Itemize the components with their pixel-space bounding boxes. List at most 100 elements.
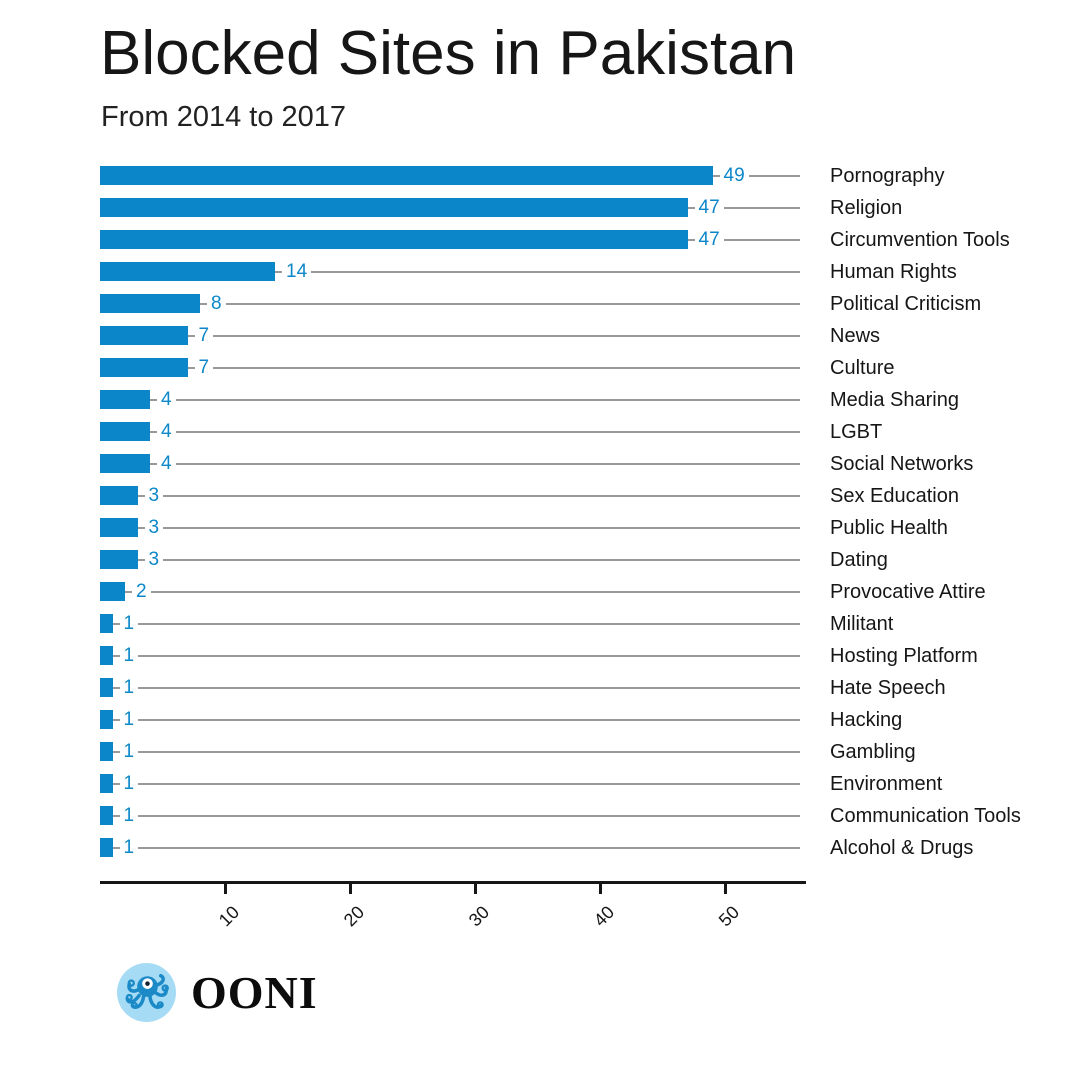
leader-line	[200, 303, 800, 305]
ooni-octopus-icon	[117, 963, 176, 1022]
bar-row: 1 Hate Speech	[100, 672, 1065, 704]
bar-row: 47 Religion	[100, 192, 1065, 224]
category-label: Social Networks	[830, 453, 974, 475]
leader-line	[112, 783, 800, 785]
x-axis-tick	[348, 884, 352, 894]
category-label: LGBT	[830, 421, 883, 443]
bar	[100, 198, 688, 217]
bar-row: 3 Sex Education	[100, 480, 1065, 512]
bar	[100, 358, 188, 377]
bar	[100, 262, 275, 281]
x-axis-tick-label: 30	[464, 902, 494, 931]
category-label: News	[830, 325, 881, 347]
leader-line	[112, 847, 800, 849]
leader-line	[112, 655, 800, 657]
category-label: Hacking	[830, 709, 903, 731]
bar-value: 1	[119, 804, 139, 828]
bar	[100, 582, 125, 601]
category-label: Political Criticism	[830, 293, 982, 315]
bar-value: 4	[157, 420, 176, 444]
bar	[100, 230, 688, 249]
category-label: Provocative Attire	[830, 581, 986, 603]
leader-line	[137, 527, 800, 529]
bar	[100, 390, 150, 409]
category-label: Culture	[830, 357, 895, 379]
bar-value: 1	[119, 676, 139, 700]
bar-row: 2 Provocative Attire	[100, 576, 1065, 608]
leader-line	[150, 399, 800, 401]
bar-row: 4 Social Networks	[100, 448, 1065, 480]
bar-value: 7	[194, 356, 214, 380]
bar	[100, 326, 188, 345]
bar-row: 1 Environment	[100, 768, 1065, 800]
category-label: Human Rights	[830, 261, 957, 283]
bar	[100, 646, 113, 665]
bar-value: 7	[194, 324, 214, 348]
bar-value: 47	[694, 228, 724, 252]
bar-value: 8	[207, 292, 226, 316]
x-axis-tick-label: 40	[589, 902, 619, 931]
leader-line	[112, 687, 800, 689]
category-label: Militant	[830, 613, 894, 635]
chart-subtitle: From 2014 to 2017	[101, 101, 347, 133]
category-label: Dating	[830, 549, 888, 571]
leader-line	[687, 207, 800, 209]
bar-row: 49 Pornography	[100, 160, 1065, 192]
bar-value: 3	[144, 516, 164, 540]
bar	[100, 294, 200, 313]
bar-value: 49	[719, 164, 749, 188]
bar-value: 2	[132, 580, 151, 604]
bar	[100, 774, 113, 793]
bar-value: 47	[694, 196, 724, 220]
bar-row: 1 Gambling	[100, 736, 1065, 768]
bar	[100, 454, 150, 473]
leader-line	[112, 815, 800, 817]
bar-value: 3	[144, 484, 164, 508]
bar-row: 4 Media Sharing	[100, 384, 1065, 416]
bar-value: 14	[282, 260, 312, 284]
bar-row: 1 Communication Tools	[100, 800, 1065, 832]
bar-value: 1	[119, 740, 139, 764]
x-axis-tick-label: 10	[214, 902, 244, 931]
x-axis-line	[100, 881, 806, 884]
leader-line	[150, 463, 800, 465]
bar-value: 4	[157, 388, 176, 412]
ooni-wordmark: OONI	[191, 967, 318, 1018]
leader-line	[137, 559, 800, 561]
bar-value: 1	[119, 836, 139, 860]
x-axis-tick	[223, 884, 227, 894]
bar-row: 8 Political Criticism	[100, 288, 1065, 320]
leader-line	[712, 175, 800, 177]
bar	[100, 614, 113, 633]
chart-title: Blocked Sites in Pakistan	[100, 19, 797, 88]
bar-value: 4	[157, 452, 176, 476]
category-label: Sex Education	[830, 485, 959, 507]
category-label: Hosting Platform	[830, 645, 978, 667]
bar-row: 3 Dating	[100, 544, 1065, 576]
bar-row: 7 Culture	[100, 352, 1065, 384]
bar	[100, 678, 113, 697]
bar-value: 1	[119, 772, 139, 796]
bar-row: 1 Militant	[100, 608, 1065, 640]
category-label: Hate Speech	[830, 677, 946, 699]
bar-chart: 49 Pornography 47 Religion 47 Circumvent…	[100, 160, 1065, 950]
x-axis-tick-label: 50	[714, 902, 744, 931]
leader-line	[187, 367, 800, 369]
bar	[100, 806, 113, 825]
category-label: Alcohol & Drugs	[830, 837, 974, 859]
bar-value: 1	[119, 644, 139, 668]
bar	[100, 422, 150, 441]
category-label: Gambling	[830, 741, 916, 763]
bar-value: 1	[119, 708, 139, 732]
leader-line	[187, 335, 800, 337]
bar	[100, 550, 138, 569]
leader-line	[150, 431, 800, 433]
bar-row: 4 LGBT	[100, 416, 1065, 448]
leader-line	[137, 495, 800, 497]
bar-value: 1	[119, 612, 139, 636]
category-label: Communication Tools	[830, 805, 1021, 827]
footer-logo: OONI	[117, 963, 318, 1022]
bar	[100, 166, 713, 185]
bar	[100, 742, 113, 761]
